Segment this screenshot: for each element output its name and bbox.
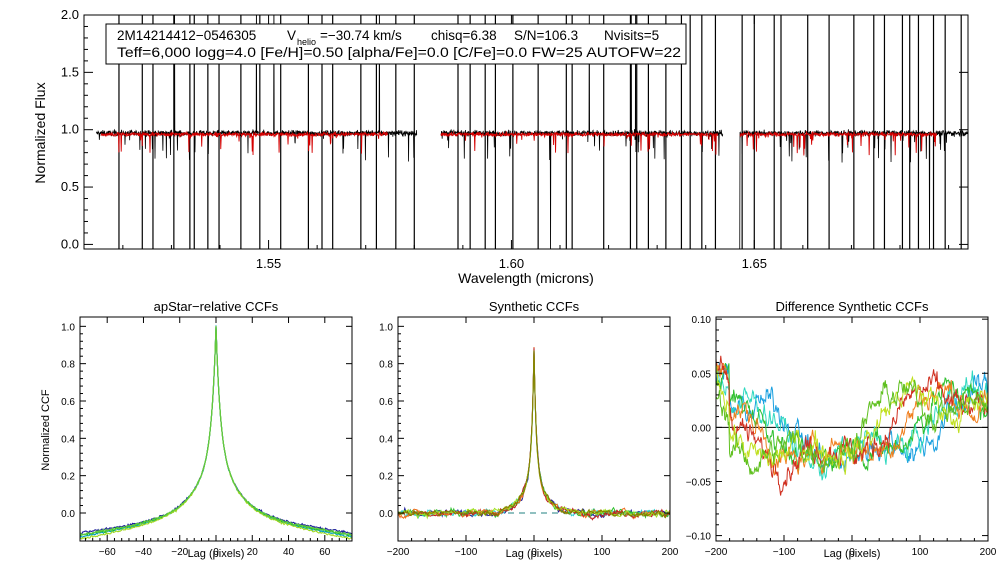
- spectrum-panel: 1.55 1.60 1.65 0.0 0.5 1.0 1.5 2.0 2M14214412−0…: [32, 7, 969, 286]
- apstar-ccf-y-tick-label: 0.2: [61, 472, 75, 483]
- difference-ccf-x-tick-label: −200: [705, 547, 728, 558]
- spectrum-x-tick-label: 1.60: [499, 256, 524, 271]
- info-box-frame: [105, 23, 687, 65]
- apstar-ccf-x-tick-label: 0: [213, 547, 219, 558]
- spectrum-model-line: [100, 130, 389, 156]
- spectrum-x-axis-title: Wavelength (microns): [458, 270, 594, 286]
- difference-ccf-y-tick-label: 0.10: [692, 315, 712, 326]
- spectrum-ticks: 1.55 1.60 1.65 0.0 0.5 1.0 1.5 2.0: [61, 7, 968, 271]
- spectrum-plot-frame: [83, 14, 969, 250]
- difference-ccf-series-7: [716, 379, 988, 476]
- difference-ccf-lines: [716, 355, 988, 496]
- spectrum-y-tick-label: 0.5: [61, 179, 79, 194]
- difference-ccf-y-tick-label: 0.00: [692, 423, 712, 434]
- apstar-ccf-y-tick-label: 0.4: [61, 434, 75, 445]
- difference-ccf-series-5: [716, 355, 988, 496]
- difference-ccf-x-axis-title: Lag (pixels): [824, 548, 881, 560]
- difference-ccf-y-tick-label: 0.05: [692, 369, 712, 380]
- difference-ccf-x-tick-label: 100: [912, 547, 929, 558]
- apstar-ccf-x-tick-label: −40: [135, 547, 152, 558]
- synthetic-ccf-series-6: [398, 350, 670, 520]
- info-star-id: 2M14214412−0546305: [117, 28, 256, 43]
- synthetic-ccf-x-tick-label: 200: [662, 547, 679, 558]
- apstar-ccf-x-tick-label: 60: [319, 547, 331, 558]
- difference-ccf-panel: −200 −100 0 100 200 −0.10 −0.05 0.00 0.05 0.10 Di…: [686, 299, 997, 560]
- synthetic-ccf-ticks: −200 −100 0 100 200 0.0 0.2 0.4 0.6 0.8 1.0: [379, 317, 679, 558]
- apstar-ccf-lines: [80, 325, 352, 540]
- difference-ccf-series-3: [716, 363, 988, 474]
- apstar-ccf-panel: −60 −40 −20 0 20 40 60 0.0 0.2 0.4 0.6 0.8 1.0 apSta…: [40, 299, 353, 560]
- synthetic-ccf-y-tick-label: 0.2: [379, 472, 393, 483]
- synthetic-ccf-y-tick-label: 0.0: [379, 509, 393, 520]
- synthetic-ccf-y-tick-label: 0.4: [379, 434, 393, 445]
- spectrum-y-tick-label: 0.0: [61, 236, 79, 251]
- apstar-ccf-frame: [79, 316, 353, 542]
- info-nvisits: Nvisits=5: [604, 28, 659, 43]
- difference-ccf-x-tick-label: 0: [849, 547, 855, 558]
- spectrum-observed-line: [739, 129, 968, 249]
- apstar-ccf-y-tick-label: 0.6: [61, 397, 75, 408]
- synthetic-ccf-x-tick-label: 0: [531, 547, 537, 558]
- apstar-ccf-series-2: [80, 325, 352, 538]
- apstar-ccf-y-tick-label: 0.0: [61, 509, 75, 520]
- info-vhelio-value: =−30.74 km/s: [320, 28, 402, 43]
- apstar-ccf-ticks: −60 −40 −20 0 20 40 60 0.0 0.2 0.4 0.6 0.8 1.0: [61, 317, 352, 558]
- apstar-ccf-x-axis-title: Lag (pixels): [188, 548, 245, 560]
- info-vhelio-subscript: helio: [297, 37, 316, 47]
- synthetic-ccf-y-tick-label: 0.8: [379, 360, 393, 371]
- apstar-ccf-series-3: [80, 327, 352, 537]
- apstar-ccf-y-tick-label: 0.8: [61, 360, 75, 371]
- synthetic-ccf-title: Synthetic CCFs: [489, 299, 580, 314]
- spectrum-y-tick-label: 1.5: [61, 64, 79, 79]
- spectrum-model-line: [440, 130, 719, 155]
- synthetic-ccf-lines: [398, 347, 670, 521]
- difference-ccf-x-tick-label: −100: [773, 547, 796, 558]
- synthetic-ccf-panel: −200 −100 0 100 200 0.0 0.2 0.4 0.6 0.8 1.0 Synthe…: [379, 299, 679, 560]
- spectrum-y-axis-title: Normalized Flux: [32, 82, 48, 183]
- difference-ccf-y-tick-label: −0.10: [686, 532, 712, 543]
- apstar-ccf-series-1: [80, 326, 352, 535]
- info-chisq: chisq=6.38: [431, 28, 497, 43]
- difference-ccf-x-tick-label: 200: [980, 547, 997, 558]
- info-vhelio-prefix: V: [287, 28, 296, 43]
- apstar-ccf-series-5: [80, 326, 352, 537]
- apstar-ccf-x-tick-label: 20: [247, 547, 259, 558]
- apstar-ccf-series-4: [80, 326, 352, 540]
- synthetic-ccf-x-tick-label: −100: [455, 547, 478, 558]
- apstar-ccf-x-tick-label: −60: [99, 547, 116, 558]
- info-stellar-parameters: Teff=6,000 logg=4.0 [Fe/H]=0.50 [alpha/F…: [117, 45, 681, 60]
- synthetic-ccf-x-tick-label: −200: [387, 547, 410, 558]
- synthetic-ccf-series-7: [398, 350, 670, 519]
- info-snr: S/N=106.3: [514, 28, 578, 43]
- difference-ccf-y-tick-label: −0.05: [686, 477, 712, 488]
- difference-ccf-ticks: −200 −100 0 100 200 −0.10 −0.05 0.00 0.05 0.10: [686, 315, 997, 558]
- synthetic-ccf-x-axis-title: Lag (pixels): [506, 548, 563, 560]
- difference-ccf-frame: [715, 316, 989, 542]
- apstar-ccf-title: apStar−relative CCFs: [154, 299, 279, 314]
- spectrum-y-tick-label: 2.0: [61, 7, 79, 22]
- spectrum-info-box: 2M14214412−0546305 V helio =−30.74 km/s …: [105, 23, 687, 65]
- apstar-ccf-x-tick-label: −20: [171, 547, 188, 558]
- apstar-ccf-y-tick-label: 1.0: [61, 322, 75, 333]
- spectrum-x-tick-label: 1.65: [742, 256, 767, 271]
- synthetic-ccf-y-tick-label: 1.0: [379, 322, 393, 333]
- spectrum-x-tick-label: 1.55: [256, 256, 281, 271]
- difference-ccf-title: Difference Synthetic CCFs: [776, 299, 929, 314]
- synthetic-ccf-x-tick-label: 100: [594, 547, 611, 558]
- apstar-ccf-y-axis-title: Normalized CCF: [40, 389, 52, 471]
- spectrum-y-tick-label: 1.0: [61, 122, 79, 137]
- apstar-ccf-x-tick-label: 40: [283, 547, 295, 558]
- synthetic-ccf-y-tick-label: 0.6: [379, 397, 393, 408]
- spectrum-model-line: [739, 130, 937, 156]
